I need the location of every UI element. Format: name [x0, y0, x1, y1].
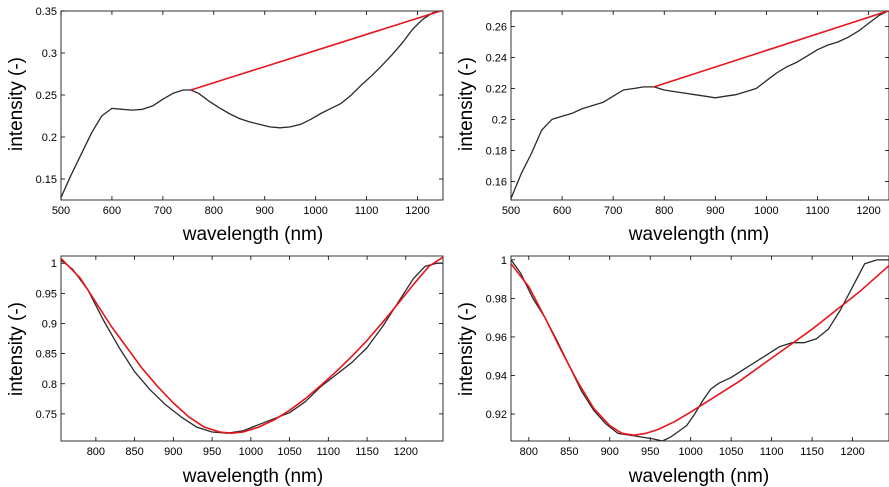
- y-tick-label: 0.98: [486, 293, 507, 305]
- y-tick-label: 0.2: [492, 114, 507, 126]
- x-tick-label: 900: [601, 446, 619, 458]
- x-tick-label: 1200: [856, 205, 880, 217]
- x-tick-label: 950: [641, 446, 659, 458]
- x-tick-label: 1050: [719, 446, 743, 458]
- plot-frame: [510, 255, 889, 442]
- x-tick-label: 500: [52, 205, 70, 217]
- y-tick-label: 0.18: [486, 145, 507, 157]
- x-tick-label: 900: [706, 205, 724, 217]
- chart-panel-bottom-right-xlabel: wavelength (nm): [628, 466, 769, 487]
- y-tick-label: 0.2: [42, 132, 57, 144]
- x-tick-label: 1150: [800, 446, 824, 458]
- y-tick-label: 0.26: [486, 21, 507, 33]
- series-line-reference: [190, 11, 442, 91]
- chart-panel-top-left-xlabel: wavelength (nm): [182, 224, 323, 245]
- x-tick-label: 1200: [394, 446, 418, 458]
- x-tick-label: 1000: [239, 446, 263, 458]
- y-tick-label: 1: [51, 258, 57, 270]
- x-tick-label: 500: [502, 205, 520, 217]
- x-tick-label: 1000: [303, 205, 327, 217]
- y-tick-label: 1: [501, 255, 507, 267]
- x-tick-label: 1150: [355, 446, 379, 458]
- series-line-reference: [61, 256, 443, 435]
- series-line-measured: [511, 11, 889, 200]
- chart-panel-bottom-left-ylabel: intensity (-): [6, 302, 27, 396]
- chart-panel-top-left: wavelength (nm) intensity (-) 500 600 700 8…: [6, 6, 444, 245]
- series-line-measured: [61, 259, 443, 434]
- y-tick-label: 0.15: [36, 174, 57, 186]
- x-tick-label: 1100: [355, 205, 379, 217]
- y-tick-label: 0.94: [486, 370, 507, 382]
- chart-panel-bottom-left-xlabel: wavelength (nm): [182, 466, 323, 487]
- x-tick-label: 1050: [277, 446, 301, 458]
- x-tick-label: 900: [164, 446, 182, 458]
- y-tick-label: 0.35: [36, 6, 57, 18]
- plot-frame: [60, 255, 444, 442]
- y-tick-label: 0.75: [36, 409, 57, 421]
- x-tick-label: 600: [103, 205, 121, 217]
- y-tick-label: 0.22: [486, 83, 507, 95]
- series-line-measured: [61, 11, 442, 199]
- x-tick-label: 800: [87, 446, 105, 458]
- series-line-reference: [653, 11, 889, 88]
- series-line-measured: [511, 259, 889, 441]
- x-tick-label: 800: [520, 446, 538, 458]
- y-tick-label: 0.96: [486, 332, 507, 344]
- chart-panel-bottom-right-ylabel: intensity (-): [456, 302, 477, 396]
- y-tick-label: 0.95: [36, 288, 57, 300]
- x-tick-label: 1000: [678, 446, 702, 458]
- y-tick-label: 0.9: [42, 318, 57, 330]
- x-tick-label: 700: [604, 205, 622, 217]
- x-tick-label: 700: [154, 205, 172, 217]
- x-tick-label: 850: [560, 446, 578, 458]
- x-tick-label: 1000: [754, 205, 778, 217]
- chart-panel-top-right-xlabel: wavelength (nm): [628, 224, 769, 245]
- x-tick-label: 800: [205, 205, 223, 217]
- y-tick-label: 0.92: [486, 409, 507, 421]
- x-tick-label: 1200: [405, 205, 429, 217]
- x-tick-label: 950: [203, 446, 221, 458]
- chart-panel-bottom-right: wavelength (nm) intensity (-) 800 850 900 9…: [456, 255, 889, 487]
- y-tick-label: 0.8: [42, 379, 57, 391]
- x-tick-label: 1100: [806, 205, 830, 217]
- x-tick-label: 900: [256, 205, 274, 217]
- x-tick-label: 850: [125, 446, 143, 458]
- x-tick-label: 1100: [316, 446, 340, 458]
- y-tick-label: 0.16: [486, 176, 507, 188]
- x-tick-label: 1100: [760, 446, 784, 458]
- y-tick-label: 0.24: [486, 52, 507, 64]
- plot-frame: [510, 10, 889, 201]
- y-tick-label: 0.85: [36, 349, 57, 361]
- y-tick-label: 0.25: [36, 90, 57, 102]
- chart-panel-top-right: wavelength (nm) intensity (-) 500 600 700 8…: [456, 10, 889, 245]
- x-tick-label: 600: [553, 205, 571, 217]
- y-tick-label: 0.3: [42, 48, 57, 60]
- series-line-reference: [511, 262, 889, 437]
- chart-panel-bottom-left: wavelength (nm) intensity (-) 800 850 900 9…: [6, 255, 444, 487]
- x-tick-label: 1200: [840, 446, 864, 458]
- x-tick-label: 800: [655, 205, 673, 217]
- plot-frame: [60, 10, 444, 201]
- chart-panel-top-left-ylabel: intensity (-): [6, 57, 27, 151]
- chart-panel-top-right-ylabel: intensity (-): [456, 57, 477, 151]
